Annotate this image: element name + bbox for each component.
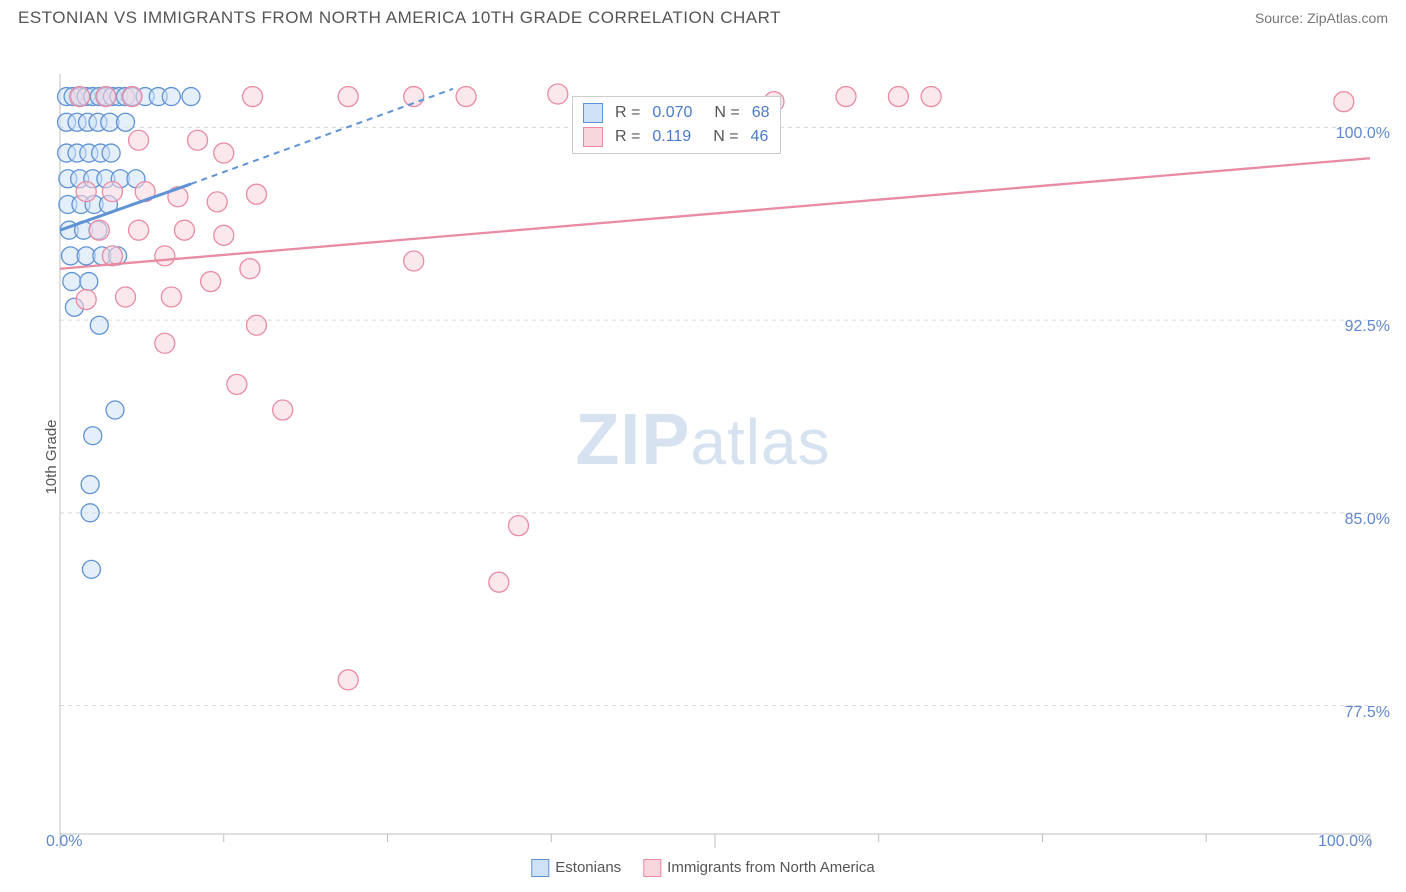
legend-label: Immigrants from North America: [667, 859, 875, 876]
x-tick-label: 0.0%: [46, 833, 82, 851]
legend-item-estonians: Estonians: [531, 859, 621, 877]
r-value: 0.119: [652, 125, 691, 149]
legend-swatch: [643, 859, 661, 877]
page-title: ESTONIAN VS IMMIGRANTS FROM NORTH AMERIC…: [18, 8, 781, 28]
n-value: 68: [752, 101, 770, 125]
n-label: N =: [713, 125, 738, 149]
y-axis-label: 10th Grade: [43, 419, 60, 494]
legend-swatch: [531, 859, 549, 877]
stats-row-immigrants_na: R = 0.119 N = 46: [583, 125, 770, 149]
scatter-chart: [0, 34, 1406, 854]
x-tick-label: 100.0%: [1318, 833, 1372, 851]
n-label: N =: [714, 101, 739, 125]
r-label: R =: [615, 101, 640, 125]
legend-bottom: Estonians Immigrants from North America: [531, 859, 874, 877]
legend-label: Estonians: [555, 859, 621, 876]
stats-legend-box: R = 0.070 N = 68 R = 0.119 N = 46: [572, 96, 781, 154]
n-value: 46: [751, 125, 769, 149]
legend-item-immigrants_na: Immigrants from North America: [643, 859, 875, 877]
source-label: Source: ZipAtlas.com: [1255, 10, 1388, 26]
r-value: 0.070: [652, 101, 692, 125]
y-tick-label: 100.0%: [1336, 125, 1390, 143]
stats-row-estonians: R = 0.070 N = 68: [583, 101, 770, 125]
legend-swatch: [583, 103, 603, 123]
r-label: R =: [615, 125, 640, 149]
y-tick-label: 77.5%: [1345, 704, 1390, 722]
chart-container: 10th Grade ZIPatlas R = 0.070N = 68R = 0…: [0, 34, 1406, 879]
legend-swatch: [583, 127, 603, 147]
y-tick-label: 85.0%: [1345, 511, 1390, 529]
y-tick-label: 92.5%: [1345, 318, 1390, 336]
